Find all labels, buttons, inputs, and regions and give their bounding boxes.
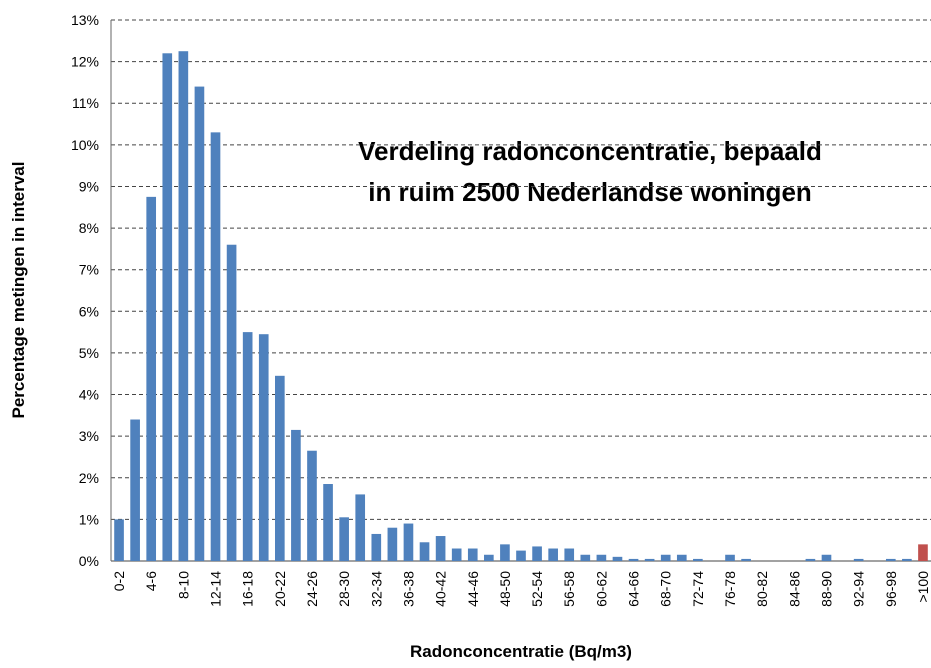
bar — [805, 558, 816, 561]
bar — [242, 332, 253, 561]
bar — [435, 536, 446, 561]
y-tick-label: 3% — [79, 428, 99, 444]
y-tick-label: 13% — [71, 12, 99, 28]
bar — [162, 53, 173, 562]
x-tick-label: 32-34 — [368, 571, 384, 607]
x-axis-title: Radonconcentratie (Bq/m3) — [410, 642, 632, 661]
bar — [885, 558, 896, 561]
bar — [660, 554, 671, 561]
x-tick-label: 44-46 — [465, 571, 481, 607]
x-tick-label: 48-50 — [497, 571, 513, 607]
x-tick-label: 96-98 — [883, 571, 899, 607]
bar — [130, 419, 140, 561]
bar — [291, 429, 301, 561]
bar — [339, 517, 349, 561]
bar — [467, 548, 478, 561]
bar — [210, 132, 221, 561]
y-tick-label: 7% — [79, 262, 99, 278]
bar — [644, 558, 655, 561]
bar — [612, 556, 623, 561]
bar — [532, 546, 542, 561]
bar — [725, 554, 735, 561]
x-tick-label: 8-10 — [175, 571, 191, 599]
bar — [451, 548, 462, 561]
bar — [178, 51, 189, 561]
x-tick-label: 36-38 — [400, 571, 416, 607]
y-tick-label: 8% — [79, 220, 99, 236]
x-tick-label: 64-66 — [626, 571, 642, 607]
bar — [114, 519, 124, 561]
bar — [355, 494, 366, 561]
x-tick-label: 20-22 — [272, 571, 288, 607]
bar — [194, 86, 205, 561]
chart-title-line: Verdeling radonconcentratie, bepaald — [358, 136, 822, 166]
bar — [275, 375, 285, 561]
bar — [596, 554, 607, 561]
bar — [258, 334, 269, 561]
chart-title-line: in ruim 2500 Nederlandse woningen — [368, 177, 812, 207]
x-tick-label: 52-54 — [529, 571, 545, 607]
y-tick-label: 2% — [79, 470, 99, 486]
bar — [564, 548, 575, 561]
bar — [307, 450, 317, 561]
x-tick-label: 56-58 — [561, 571, 577, 607]
y-tick-label: 1% — [79, 511, 99, 527]
x-tick-label: 76-78 — [722, 571, 738, 607]
x-tick-label: 72-74 — [690, 571, 706, 607]
bar — [628, 558, 639, 561]
x-tick-label: 60-62 — [593, 571, 609, 607]
x-tick-label: >100 — [915, 571, 931, 603]
bar — [403, 523, 414, 561]
bar — [226, 244, 237, 561]
y-tick-label: 5% — [79, 345, 99, 361]
bar — [676, 554, 687, 561]
x-tick-label: 24-26 — [304, 571, 320, 607]
x-tick-label: 40-42 — [433, 571, 449, 607]
x-tick-label: 16-18 — [240, 571, 256, 607]
y-tick-label: 10% — [71, 137, 99, 153]
y-tick-label: 9% — [79, 178, 99, 194]
bar — [853, 558, 864, 561]
x-tick-label: 80-82 — [754, 571, 770, 607]
bar — [500, 544, 510, 561]
bar — [741, 558, 751, 561]
bar — [323, 484, 333, 561]
bar — [821, 554, 832, 561]
x-tick-label: 0-2 — [111, 571, 127, 591]
bar — [371, 533, 382, 561]
y-tick-label: 11% — [72, 95, 99, 111]
bar — [918, 544, 928, 561]
bar — [419, 542, 430, 561]
bar — [693, 558, 703, 561]
x-tick-label: 68-70 — [658, 571, 674, 607]
bar — [902, 558, 912, 561]
x-tick-label: 88-90 — [818, 571, 834, 607]
y-tick-label: 4% — [79, 387, 99, 403]
bar — [484, 554, 494, 561]
y-axis-title: Percentage metingen in interval — [9, 162, 28, 419]
x-tick-label: 28-30 — [336, 571, 352, 607]
x-tick-label: 92-94 — [851, 571, 867, 607]
bar — [146, 196, 157, 561]
x-tick-label: 84-86 — [786, 571, 802, 607]
x-tick-label: 4-6 — [143, 571, 159, 591]
bar — [516, 550, 526, 561]
y-tick-label: 6% — [79, 303, 99, 319]
y-tick-label: 0% — [79, 553, 99, 569]
bar — [580, 554, 591, 561]
x-tick-label: 12-14 — [208, 571, 224, 607]
bar — [548, 548, 558, 561]
bar — [387, 527, 398, 561]
y-tick-label: 12% — [71, 54, 99, 70]
